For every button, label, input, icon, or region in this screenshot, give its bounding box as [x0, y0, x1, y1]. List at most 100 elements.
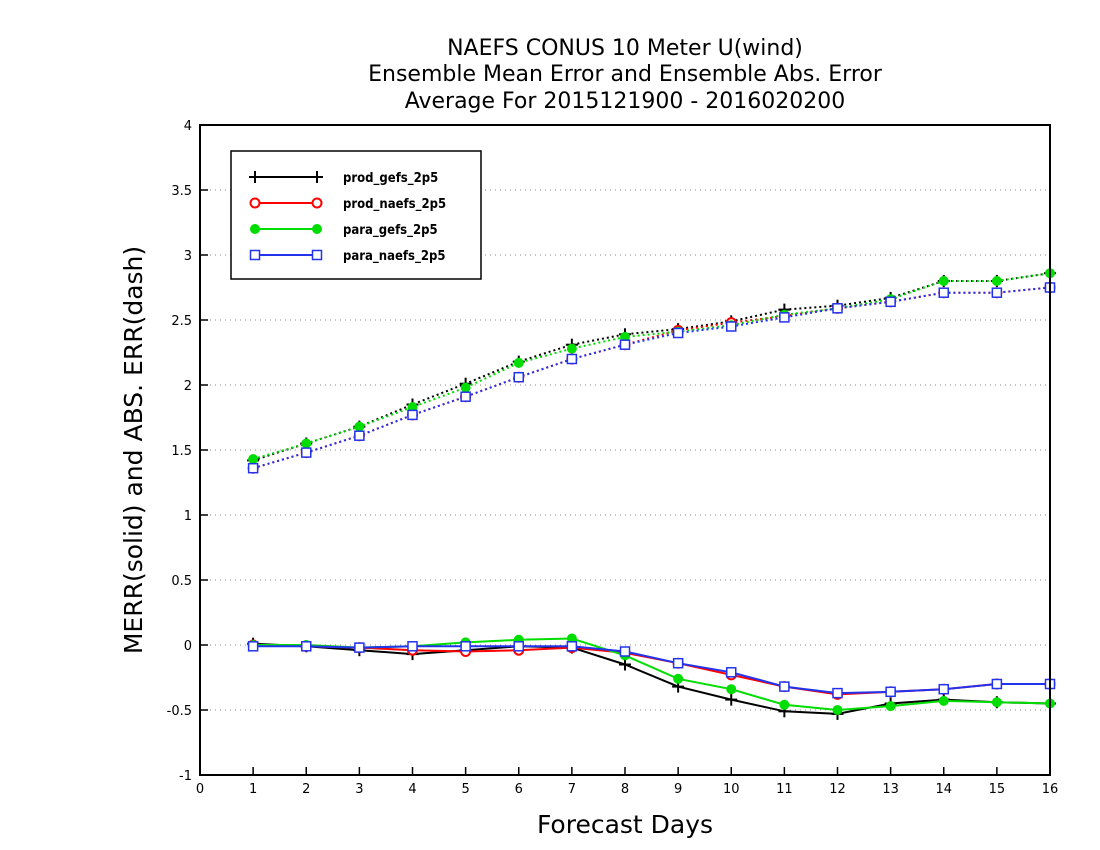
prod_gefs_2p5-merr-point-10 — [725, 693, 738, 706]
prod_gefs_2p5-abs-err-line — [252, 272, 1051, 462]
prod_naefs_2p5-merr-line — [253, 644, 1050, 696]
x-tick-label-4: 4 — [408, 782, 416, 797]
x-tick-label-1: 1 — [249, 782, 257, 797]
legend-label-4: para_naefs_2p5 — [343, 249, 445, 264]
x-tick-label-16: 16 — [1042, 782, 1059, 797]
series-prod_naefs_2p5 — [247, 282, 1056, 700]
para_naefs_2p5-abs-err-line — [252, 286, 1051, 470]
chart-title: NAEFS CONUS 10 Meter U(wind)Ensemble Mea… — [368, 36, 883, 114]
para_naefs_2p5-merr-point-12 — [832, 687, 843, 699]
y-tick-label-4: 1 — [184, 509, 192, 524]
gridlines — [200, 189, 1050, 711]
legend-marker-left-2 — [249, 197, 261, 209]
para_gefs_2p5-merr-point-14 — [938, 695, 949, 706]
para_gefs_2p5-abs-err-point-5 — [460, 382, 471, 393]
y-tick-label-9: 3.5 — [171, 184, 192, 199]
para_naefs_2p5-merr-point-11 — [779, 681, 790, 692]
para_gefs_2p5-merr-point-11 — [779, 699, 790, 710]
x-tick-label-0: 0 — [196, 782, 204, 797]
para_naefs_2p5-merr-point-6 — [513, 641, 524, 652]
legend-label-3: para_gefs_2p5 — [343, 223, 438, 238]
legend-marker-right-2 — [311, 197, 323, 209]
para_naefs_2p5-merr-point-13 — [885, 686, 896, 698]
para_naefs_2p5-merr-point-14 — [938, 683, 949, 695]
para_naefs_2p5-merr-point-3 — [354, 642, 365, 653]
para_naefs_2p5-abs-err-point-8 — [619, 339, 631, 350]
para_naefs_2p5-abs-err-point-14 — [938, 287, 949, 298]
para_naefs_2p5-abs-err-point-2 — [301, 447, 312, 458]
x-tick-label-2: 2 — [302, 782, 310, 797]
para_naefs_2p5-merr-point-1 — [247, 641, 259, 652]
para_gefs_2p5-abs-err-point-3 — [354, 421, 365, 432]
x-tick-label-13: 13 — [882, 782, 899, 797]
para_naefs_2p5-abs-err-point-1 — [247, 462, 259, 474]
legend-box — [230, 150, 482, 280]
y-tick-label-2: 0 — [184, 639, 192, 654]
legend-marker-right-3 — [312, 224, 322, 234]
para_naefs_2p5-abs-err-point-13 — [885, 296, 896, 308]
legend-marker-right-1 — [311, 171, 323, 183]
series-para_naefs_2p5 — [247, 282, 1056, 699]
legend-marker-left-3 — [250, 224, 260, 234]
y-tick-label-6: 2 — [184, 379, 192, 394]
para_naefs_2p5-merr-point-7 — [566, 641, 578, 652]
para_gefs_2p5-merr-point-12 — [832, 705, 843, 715]
para_gefs_2p5-merr-point-9 — [673, 673, 684, 684]
para_naefs_2p5-merr-point-8 — [619, 646, 631, 657]
chart-title-line-3: Average For 2015121900 - 2016020200 — [405, 89, 846, 114]
para_naefs_2p5-merr-line — [253, 645, 1050, 695]
para_naefs_2p5-abs-err-point-7 — [566, 353, 578, 365]
x-tick-label-9: 9 — [674, 782, 682, 797]
para_naefs_2p5-abs-err-point-10 — [726, 321, 737, 332]
para_gefs_2p5-abs-err-point-14 — [938, 276, 949, 286]
para_gefs_2p5-abs-err-point-7 — [566, 343, 577, 354]
x-tick-label-3: 3 — [355, 782, 363, 797]
y-axis: -1 -0.5 0 0.5 1 1.5 2 2.5 3 3.5 4 — [167, 119, 208, 784]
para_naefs_2p5-merr-point-4 — [407, 641, 418, 652]
para_gefs_2p5-merr-point-13 — [885, 701, 896, 712]
x-tick-label-5: 5 — [461, 782, 469, 797]
x-tick-label-6: 6 — [515, 782, 523, 797]
chart-title-line-1: NAEFS CONUS 10 Meter U(wind) — [447, 36, 803, 61]
series-prod_gefs_2p5 — [247, 267, 1056, 720]
para_gefs_2p5-abs-err-point-2 — [301, 438, 312, 449]
para_gefs_2p5-merr-point-10 — [726, 684, 737, 695]
legend-marker-left-1 — [249, 171, 261, 183]
x-tick-label-15: 15 — [989, 782, 1006, 797]
legend: prod_gefs_2p5 prod_naefs_2p5 para_gefs_2p5… — [230, 150, 482, 280]
y-tick-label-8: 3 — [184, 249, 192, 264]
x-tick-label-11: 11 — [776, 782, 793, 797]
para_naefs_2p5-abs-err-point-4 — [407, 409, 418, 421]
y-tick-label-5: 1.5 — [171, 444, 192, 459]
x-tick-label-7: 7 — [568, 782, 576, 797]
para_naefs_2p5-abs-err-point-9 — [672, 327, 684, 339]
y-axis-label: MERR(solid) and ABS. ERR(dash) — [119, 246, 148, 654]
x-tick-label-8: 8 — [621, 782, 629, 797]
para_naefs_2p5-merr-point-9 — [672, 657, 684, 669]
y-tick-label-1: -0.5 — [167, 704, 192, 719]
para_gefs_2p5-abs-err-point-15 — [991, 276, 1002, 286]
y-tick-label-10: 4 — [184, 119, 192, 134]
para_naefs_2p5-abs-err-point-15 — [991, 287, 1003, 298]
x-tick-label-10: 10 — [723, 782, 740, 797]
para_gefs_2p5-merr-point-15 — [991, 697, 1002, 708]
legend-label-1: prod_gefs_2p5 — [343, 171, 438, 186]
para_naefs_2p5-merr-point-2 — [301, 641, 312, 652]
x-tick-label-14: 14 — [935, 782, 952, 797]
para_naefs_2p5-abs-err-point-12 — [832, 303, 843, 314]
x-axis-label: Forecast Days — [537, 810, 713, 839]
y-tick-label-3: 0.5 — [171, 574, 192, 589]
legend-marker-right-4 — [311, 249, 323, 261]
x-axis: 0 1 2 3 4 5 6 7 8 9 10 11 12 13 14 15 16 — [196, 767, 1058, 797]
legend-marker-left-4 — [249, 249, 261, 261]
para_gefs_2p5-abs-err-point-6 — [513, 357, 524, 368]
para_naefs_2p5-abs-err-point-5 — [460, 391, 471, 402]
prod_gefs_2p5-merr-point-8 — [619, 658, 631, 671]
para_naefs_2p5-abs-err-point-6 — [513, 371, 524, 383]
para_naefs_2p5-merr-point-5 — [460, 641, 471, 652]
series-layer — [247, 267, 1056, 720]
y-tick-label-0: -1 — [179, 769, 192, 784]
para_naefs_2p5-merr-point-10 — [726, 667, 737, 678]
prod_gefs_2p5-merr-line — [253, 642, 1051, 715]
